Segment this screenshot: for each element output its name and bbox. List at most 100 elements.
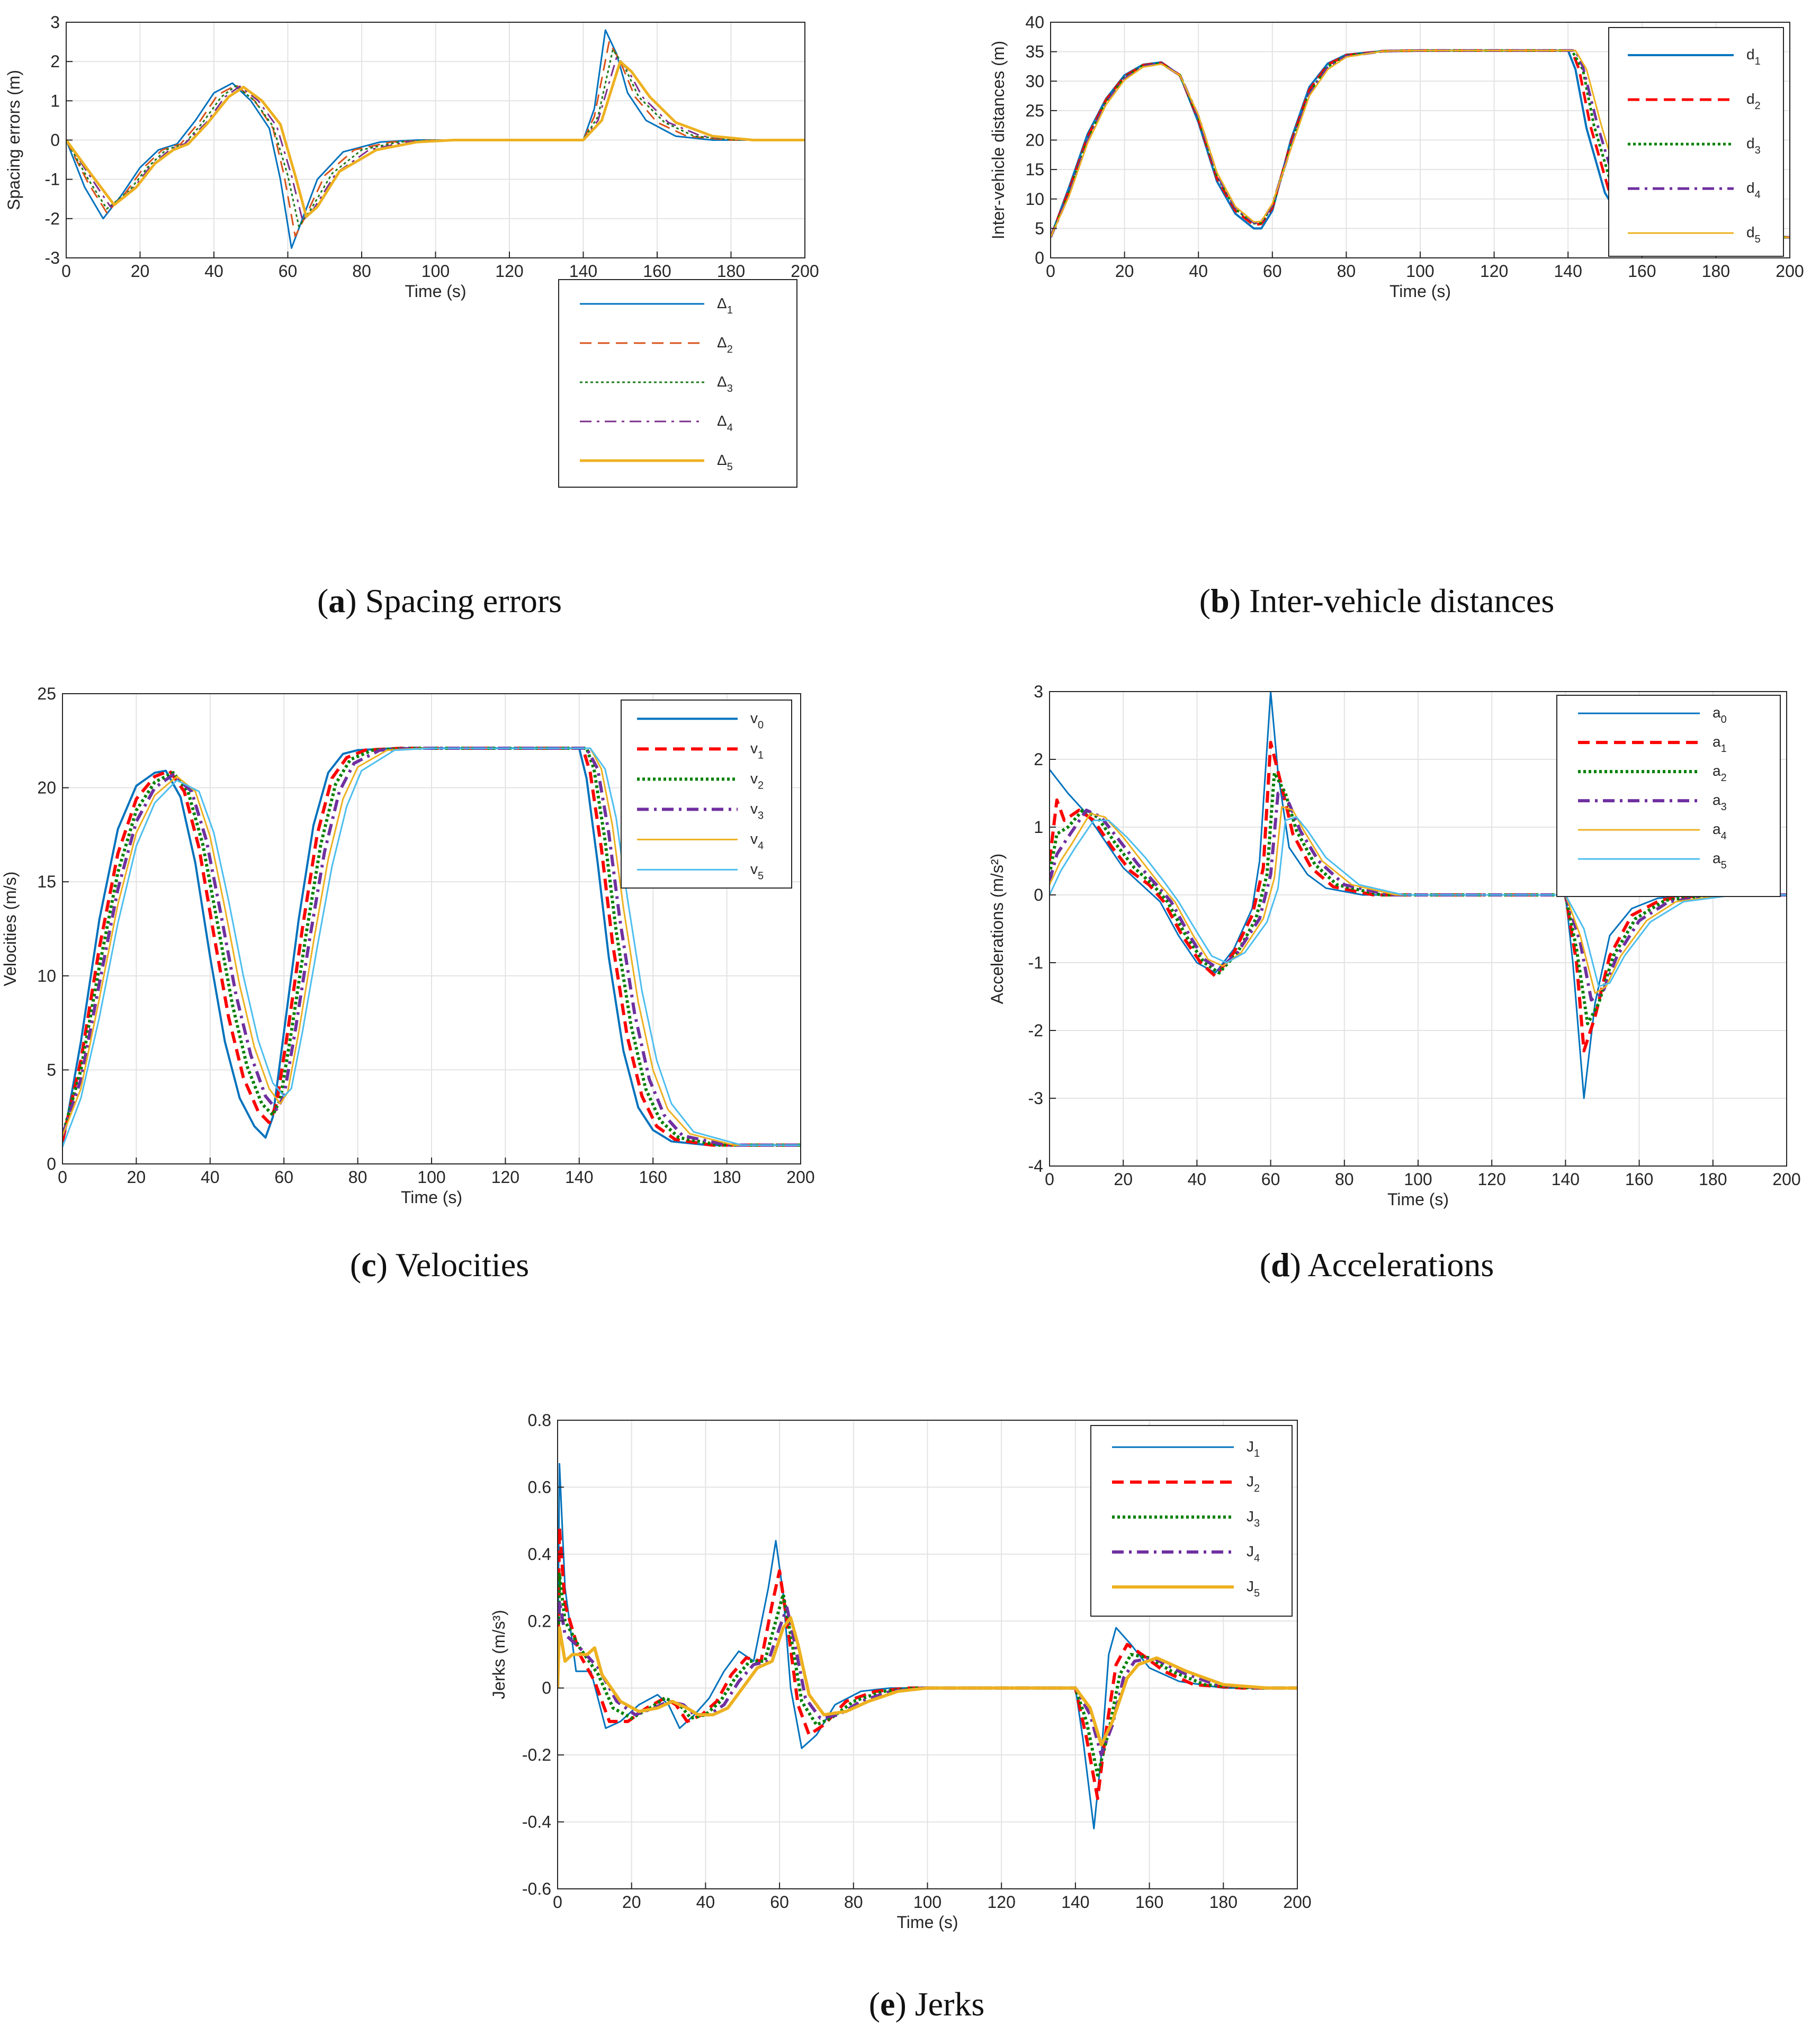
legend-label: a0 xyxy=(1713,704,1727,725)
series-line-v-2 xyxy=(62,747,801,1147)
chart-b: 0 20 40 60 80 100 120 140 160 180 200 0 5 10 15 20 25 30 3… xyxy=(989,13,1804,301)
panel-c: 0 20 40 60 80 100 120 140 160 180 200 0 5 10 15 20 25 Tim… xyxy=(0,673,874,1292)
y-tick-label: -3 xyxy=(1028,1089,1043,1108)
x-tick-label: 0 xyxy=(1045,1170,1054,1189)
x-tick-label: 200 xyxy=(791,262,819,281)
y-tick-label: 1 xyxy=(50,91,60,110)
series-line-v-1 xyxy=(62,747,801,1147)
y-tick-label: -3 xyxy=(45,248,60,267)
x-tick-label: 100 xyxy=(913,1893,942,1912)
x-tick-label: 100 xyxy=(422,262,450,281)
y-tick-label: -1 xyxy=(1028,953,1043,972)
y-tick-label: 15 xyxy=(37,872,56,891)
x-tick-label: 140 xyxy=(1554,262,1582,281)
legend-box xyxy=(558,279,797,488)
series-line-Δ-2 xyxy=(66,41,805,237)
x-tick-label: 100 xyxy=(1404,1170,1432,1189)
x-tick-label: 40 xyxy=(204,262,223,281)
x-tick-label: 60 xyxy=(1261,1170,1280,1189)
y-axis-label: Inter-vehicle distances (m) xyxy=(989,41,1008,239)
series-line-v-5 xyxy=(62,747,801,1148)
legend-label: Δ4 xyxy=(717,413,733,434)
legend-label: Δ2 xyxy=(717,334,733,355)
y-tick-label: 40 xyxy=(1025,13,1044,32)
x-tick-label: 40 xyxy=(1188,1170,1207,1189)
y-tick-label: -2 xyxy=(1028,1021,1043,1040)
y-tick-label: 15 xyxy=(1025,160,1044,179)
legend: Δ1 Δ2 Δ3 Δ4 Δ5 xyxy=(558,279,797,488)
chart-e: 0 20 40 60 80 100 120 140 160 180 200 -0.6 -0.4 -0.2 0… xyxy=(489,1411,1312,1932)
x-tick-label: 120 xyxy=(1478,1170,1506,1189)
y-tick-label: 2 xyxy=(1034,750,1043,769)
chart-c: 0 20 40 60 80 100 120 140 160 180 200 0 5 10 15 20 25 Tim… xyxy=(1,684,815,1207)
x-tick-label: 0 xyxy=(553,1893,562,1912)
series-line-Δ-5 xyxy=(66,60,805,218)
x-tick-label: 40 xyxy=(696,1893,715,1912)
x-tick-label: 20 xyxy=(1115,262,1134,281)
legend-label: J5 xyxy=(1247,1578,1260,1599)
x-tick-label: 20 xyxy=(622,1893,641,1912)
series-group xyxy=(558,1463,1297,1830)
x-tick-label: 200 xyxy=(1283,1893,1311,1912)
legend-label: a3 xyxy=(1713,792,1727,813)
legend: a0 a1 a2 a3 a4 a5 xyxy=(1556,695,1781,897)
x-tick-label: 180 xyxy=(1702,262,1730,281)
x-axis-label: Time (s) xyxy=(405,282,466,301)
legend: J1 J2 J3 J4 J5 xyxy=(1090,1425,1293,1617)
series-line-Δ-4 xyxy=(66,57,805,221)
legend-label: J1 xyxy=(1247,1438,1260,1459)
x-axis-label: Time (s) xyxy=(401,1188,462,1207)
x-tick-label: 120 xyxy=(491,1168,519,1187)
series-line-J-5 xyxy=(558,1616,1297,1747)
series-group xyxy=(66,29,805,249)
x-axis-label: Time (s) xyxy=(896,1913,958,1932)
legend-label: v4 xyxy=(750,830,764,851)
y-tick-label: 25 xyxy=(37,684,56,703)
x-tick-label: 200 xyxy=(1772,1170,1800,1189)
y-tick-label: 0.6 xyxy=(528,1477,551,1496)
caption-b: (b) Inter-vehicle distances xyxy=(1199,582,1555,620)
x-tick-label: 40 xyxy=(1189,262,1208,281)
legend-label: Δ3 xyxy=(717,373,733,395)
legend-label: a5 xyxy=(1713,850,1727,871)
panel-e: 0 20 40 60 80 100 120 140 160 180 200 -0.6 -0.4 -0.2 0… xyxy=(434,1398,1387,2033)
x-tick-label: 0 xyxy=(58,1168,67,1187)
x-tick-label: 160 xyxy=(1625,1170,1653,1189)
y-tick-label: 0 xyxy=(47,1154,56,1173)
x-axis-label: Time (s) xyxy=(1389,282,1451,301)
legend-label: J2 xyxy=(1247,1473,1260,1494)
x-tick-label: 200 xyxy=(786,1168,814,1187)
y-tick-label: 0.4 xyxy=(528,1545,551,1564)
x-tick-label: 140 xyxy=(1552,1170,1580,1189)
legend-label: a4 xyxy=(1713,821,1727,842)
legend-label: a2 xyxy=(1713,763,1727,784)
legend-box xyxy=(1090,1425,1293,1617)
y-tick-label: 2 xyxy=(50,52,60,71)
series-line-v-3 xyxy=(62,747,801,1147)
y-tick-label: 5 xyxy=(47,1060,56,1079)
y-axis-label: Velocities (m/s) xyxy=(1,872,20,987)
x-tick-label: 20 xyxy=(127,1168,146,1187)
legend-label: a1 xyxy=(1713,733,1727,755)
y-tick-label: -0.4 xyxy=(522,1813,551,1832)
panel-b: 0 20 40 60 80 100 120 140 160 180 200 0 5 10 15 20 25 30 3… xyxy=(911,0,1820,630)
legend-label: v5 xyxy=(750,860,764,882)
series-line-v-4 xyxy=(62,747,801,1146)
legend-label: Δ1 xyxy=(717,295,733,316)
x-tick-label: 180 xyxy=(717,262,745,281)
legend-label: v0 xyxy=(750,710,764,731)
y-tick-label: 0 xyxy=(1035,248,1044,267)
series-line-J-2 xyxy=(558,1526,1297,1800)
legend: d1 d2 d3 d4 d5 xyxy=(1608,27,1784,257)
x-tick-label: 160 xyxy=(1628,262,1656,281)
legend: v0 v1 v2 v3 v4 v5 xyxy=(621,700,792,889)
legend-label: d4 xyxy=(1746,180,1761,201)
x-tick-label: 160 xyxy=(639,1168,667,1187)
series-line-J-3 xyxy=(558,1572,1297,1777)
x-tick-label: 40 xyxy=(201,1168,220,1187)
series-line-a-3 xyxy=(1050,792,1787,1002)
legend-label: d1 xyxy=(1746,46,1761,67)
x-axis-label: Time (s) xyxy=(1387,1190,1449,1209)
x-tick-label: 80 xyxy=(1335,1170,1354,1189)
y-tick-label: 10 xyxy=(1025,190,1044,209)
